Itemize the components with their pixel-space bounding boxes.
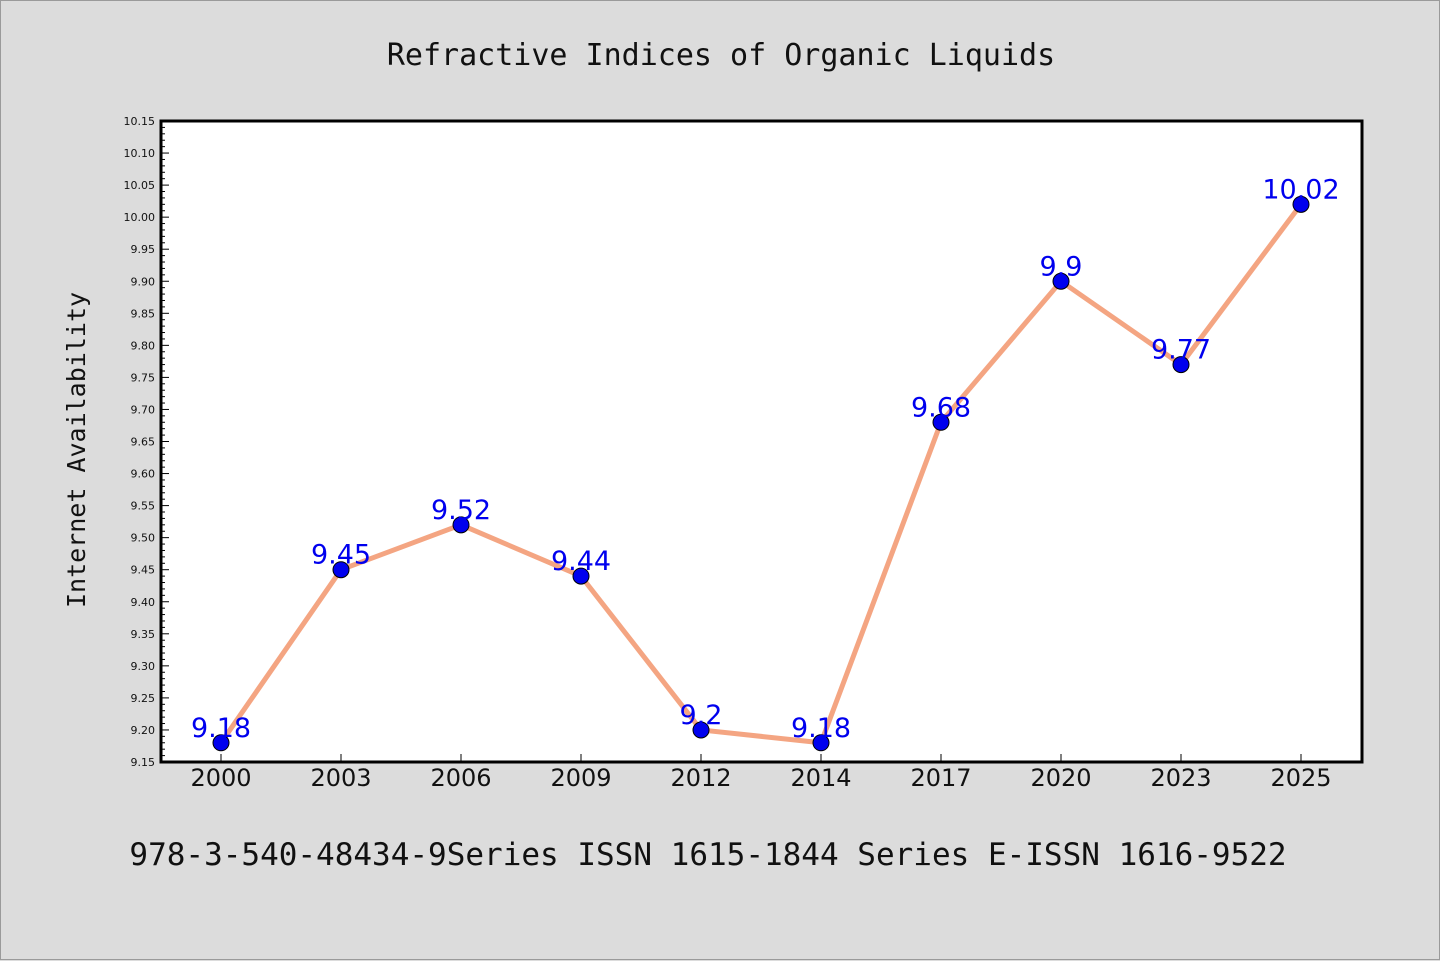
- data-label: 9.9: [1040, 251, 1083, 282]
- y-tick-label: 9.45: [131, 564, 156, 577]
- x-tick-label: 2012: [670, 764, 731, 792]
- y-tick-label: 10.00: [124, 211, 156, 224]
- y-axis-label: Internet Availability: [62, 292, 91, 608]
- data-label: 9.68: [911, 392, 971, 423]
- data-label-group: 9.18 9.45 9.52 9.44 9.2 9.18 9.68 9.9 9.77 10.02: [191, 174, 1340, 743]
- y-tick-label: 9.65: [131, 436, 156, 449]
- data-point: [212, 734, 230, 752]
- y-tick-label: 9.90: [131, 275, 156, 288]
- y-tick-label: 10.05: [124, 179, 156, 192]
- data-point: [1172, 356, 1190, 374]
- chart-title: Refractive Indices of Organic Liquids: [387, 38, 1055, 73]
- y-tick-label: 9.50: [131, 532, 156, 545]
- x-axis: 2000 2003 2006 2009 2012 2014 2017 2020 2023 2025: [190, 754, 1332, 792]
- y-tick-label: 9.20: [131, 724, 156, 737]
- data-label: 9.44: [551, 546, 611, 577]
- data-label: 9.77: [1151, 335, 1211, 366]
- data-point: [1052, 272, 1070, 290]
- y-tick-label: 9.85: [131, 307, 156, 320]
- data-label: 10.02: [1262, 174, 1339, 205]
- x-tick-label: 2017: [910, 764, 971, 792]
- data-point: [932, 413, 950, 431]
- x-tick-label: 2023: [1150, 764, 1211, 792]
- data-label: 9.52: [431, 495, 491, 526]
- y-tick-label: 9.25: [131, 692, 156, 705]
- y-axis: 9.15 9.20 9.25 9.30 9.35 9.40 9.45 9.50 9.55 9.60…: [124, 115, 169, 769]
- plot-area: [161, 121, 1362, 762]
- x-tick-label: 2006: [430, 764, 491, 792]
- y-tick-label: 9.70: [131, 403, 156, 416]
- y-tick-label: 10.15: [124, 115, 156, 128]
- x-tick-label: 2000: [190, 764, 251, 792]
- y-tick-label: 9.35: [131, 628, 156, 641]
- y-tick-label: 9.60: [131, 468, 156, 481]
- x-tick-label: 2020: [1030, 764, 1091, 792]
- plot-border: [159, 119, 1364, 764]
- data-label: 9.2: [680, 700, 723, 731]
- y-tick-label: 9.30: [131, 660, 156, 673]
- data-point: [692, 721, 710, 739]
- data-label: 9.18: [791, 713, 851, 744]
- y-tick-label: 9.40: [131, 596, 156, 609]
- data-label: 9.45: [311, 540, 371, 571]
- y-tick-label: 9.55: [131, 500, 156, 513]
- data-point: [1292, 195, 1310, 213]
- y-tick-label: 10.10: [124, 147, 156, 160]
- data-point: [812, 734, 830, 752]
- x-tick-label: 2025: [1270, 764, 1331, 792]
- data-point: [572, 567, 590, 585]
- x-tick-label: 2003: [310, 764, 371, 792]
- y-tick-label: 9.95: [131, 243, 156, 256]
- series-group: [212, 195, 1310, 752]
- y-tick-label: 9.80: [131, 339, 156, 352]
- x-tick-label: 2014: [790, 764, 851, 792]
- data-point: [452, 516, 470, 534]
- series-line: [218, 201, 1304, 746]
- y-tick-label: 9.15: [131, 756, 156, 769]
- x-tick-label: 2009: [550, 764, 611, 792]
- y-tick-label: 9.75: [131, 371, 156, 384]
- footer-text: 978-3-540-48434-9Series ISSN 1615-1844 S…: [129, 837, 1286, 873]
- data-point: [332, 561, 350, 579]
- data-label: 9.18: [191, 713, 251, 744]
